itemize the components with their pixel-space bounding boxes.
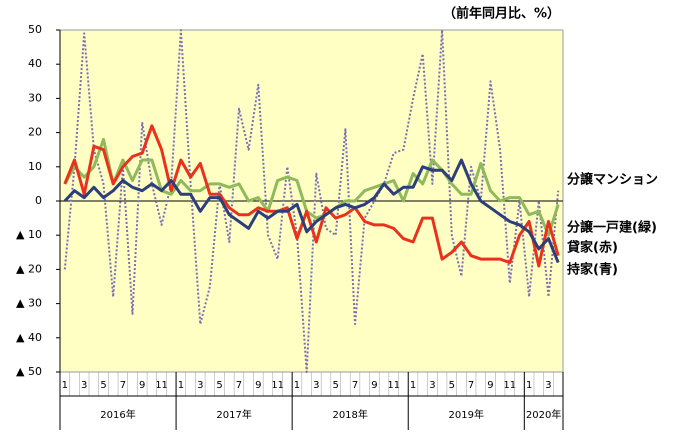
y-tick-label: 30 xyxy=(28,91,42,104)
series-line xyxy=(63,158,560,264)
x-tick-label: 3 xyxy=(545,380,551,391)
x-tick-label: 9 xyxy=(255,380,261,391)
x-tick-label: 7 xyxy=(468,380,474,391)
x-tick-label: 9 xyxy=(139,380,145,391)
year-label: 2019年 xyxy=(449,408,484,421)
x-tick-label: 11 xyxy=(155,380,168,391)
subtitle: （前年同月比、%） xyxy=(443,6,560,22)
x-tick-label: 1 xyxy=(178,380,184,391)
year-label: 2016年 xyxy=(100,408,135,421)
legend-label: 持家(青) xyxy=(567,262,618,278)
series-line xyxy=(63,29,560,373)
x-tick-label: 3 xyxy=(197,380,203,391)
year-label: 2017年 xyxy=(216,408,251,421)
x-tick-label: 1 xyxy=(294,380,300,391)
y-tick-label: ▲ 50 xyxy=(16,365,42,378)
y-tick-label: ▲ 40 xyxy=(16,331,42,344)
x-tick-label: 9 xyxy=(487,380,493,391)
legend-label: 分譲マンション xyxy=(567,172,658,188)
y-tick-label: 0 xyxy=(35,194,42,207)
x-tick-label: 3 xyxy=(429,380,435,391)
y-tick-label: ▲ 10 xyxy=(16,228,42,241)
x-tick-label: 1 xyxy=(526,380,532,391)
x-tick-label: 1 xyxy=(62,380,68,391)
x-tick-label: 5 xyxy=(449,380,455,391)
legend-label: 分譲一戸建(緑) xyxy=(567,220,657,236)
x-tick-label: 5 xyxy=(100,380,106,391)
year-label: 2018年 xyxy=(332,408,367,421)
x-tick-label: 11 xyxy=(387,380,400,391)
x-tick-label: 3 xyxy=(313,380,319,391)
x-tick-label: 9 xyxy=(371,380,377,391)
x-tick-label: 5 xyxy=(332,380,338,391)
y-tick-label: 40 xyxy=(28,57,42,70)
x-tick-label: 7 xyxy=(236,380,242,391)
x-tick-label: 1 xyxy=(410,380,416,391)
x-tick-label: 11 xyxy=(503,380,516,391)
y-tick-label: 50 xyxy=(28,23,42,36)
y-tick-label: 10 xyxy=(28,160,42,173)
y-tick-label: 20 xyxy=(28,126,42,139)
x-tick-label: 3 xyxy=(81,380,87,391)
x-tick-label: 11 xyxy=(271,380,284,391)
y-tick-label: ▲ 20 xyxy=(16,262,42,275)
x-tick-label: 7 xyxy=(120,380,126,391)
y-tick-label: ▲ 30 xyxy=(16,297,42,310)
x-tick-label: 5 xyxy=(216,380,222,391)
x-tick-label: 7 xyxy=(352,380,358,391)
legend-label: 貸家(赤) xyxy=(567,240,618,256)
year-label: 2020年 xyxy=(526,408,561,421)
series-line xyxy=(63,137,560,237)
